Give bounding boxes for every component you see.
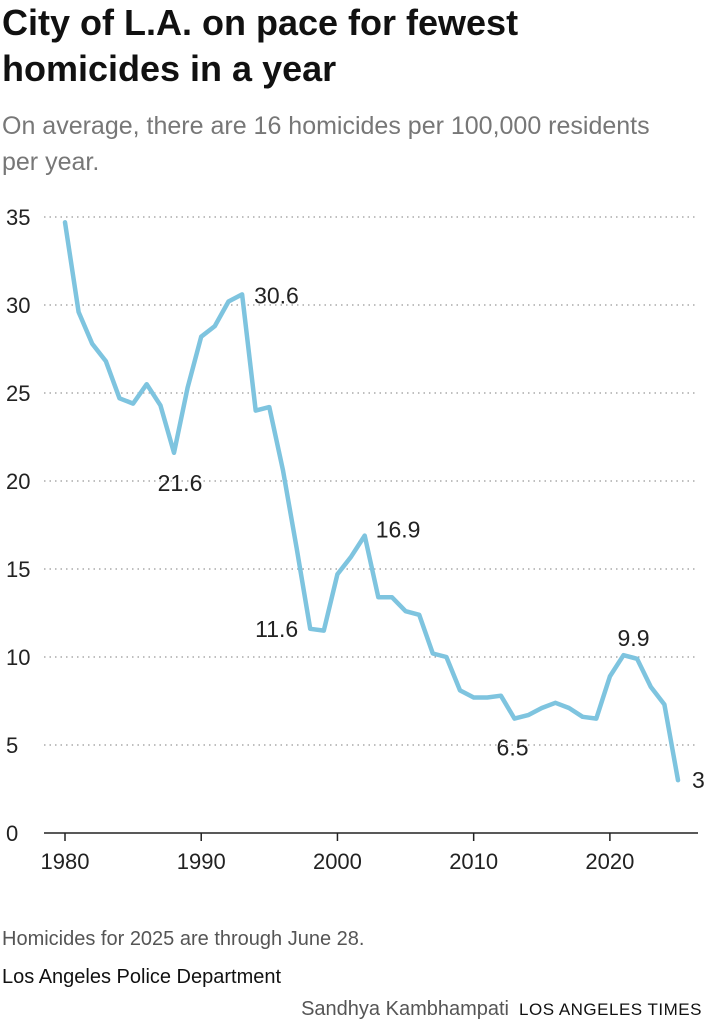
data-label: 16.9 <box>376 517 421 543</box>
y-tick-label: 10 <box>6 645 30 670</box>
credit-line: Sandhya Kambhampati LOS ANGELES TIMES <box>301 998 702 1021</box>
y-tick-label: 15 <box>6 557 30 582</box>
y-tick-label: 0 <box>6 821 18 846</box>
source-line: Los Angeles Police Department <box>2 966 282 988</box>
data-label: 21.6 <box>158 470 203 496</box>
chart-subtitle: On average, there are 16 homicides per 1… <box>2 112 650 176</box>
y-tick-label: 20 <box>6 469 30 494</box>
x-tick-label: 2020 <box>585 849 634 874</box>
x-tick-label: 1990 <box>177 849 226 874</box>
data-label: 6.5 <box>497 735 529 761</box>
data-label: 3 <box>692 767 704 793</box>
x-tick-label: 2010 <box>449 849 498 874</box>
x-tick-label: 1980 <box>41 849 90 874</box>
publisher-credit: LOS ANGELES TIMES <box>519 1000 702 1019</box>
y-tick-label: 5 <box>6 733 18 758</box>
footnote: Homicides for 2025 are through June 28. <box>2 928 365 950</box>
y-tick-label: 35 <box>6 205 30 230</box>
data-label: 9.9 <box>618 625 650 651</box>
x-tick-label: 2000 <box>313 849 362 874</box>
data-label: 11.6 <box>255 616 298 642</box>
data-label: 30.6 <box>254 282 299 308</box>
author-credit: Sandhya Kambhampati <box>301 998 510 1020</box>
y-tick-label: 30 <box>6 293 30 318</box>
line-chart: 0 5 10 15 20 25 30 35 1980 1990 2000 2010 2020 21.6 30… <box>6 205 704 874</box>
series-line <box>62 220 681 783</box>
y-tick-label: 25 <box>6 381 30 406</box>
chart-title: City of L.A. on pace for fewest homicide… <box>2 2 519 89</box>
